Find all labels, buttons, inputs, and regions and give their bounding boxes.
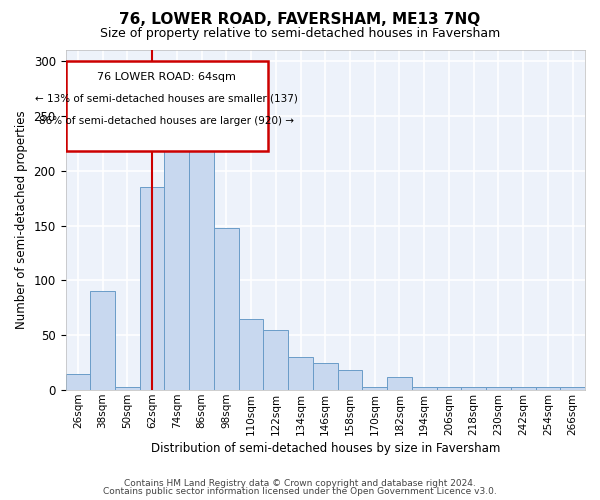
Bar [65, 374, 90, 390]
Text: ← 13% of semi-detached houses are smaller (137): ← 13% of semi-detached houses are smalle… [35, 94, 298, 104]
Bar [461, 387, 486, 390]
Text: 76, LOWER ROAD, FAVERSHAM, ME13 7NQ: 76, LOWER ROAD, FAVERSHAM, ME13 7NQ [119, 12, 481, 28]
Bar [189, 149, 214, 390]
Bar [338, 370, 362, 390]
Bar [90, 292, 115, 390]
Text: Size of property relative to semi-detached houses in Faversham: Size of property relative to semi-detach… [100, 28, 500, 40]
Bar [387, 377, 412, 390]
Bar [511, 387, 536, 390]
Bar [560, 387, 585, 390]
Bar [263, 330, 288, 390]
Bar [65, 61, 268, 151]
X-axis label: Distribution of semi-detached houses by size in Faversham: Distribution of semi-detached houses by … [151, 442, 500, 455]
Text: Contains public sector information licensed under the Open Government Licence v3: Contains public sector information licen… [103, 487, 497, 496]
Bar [536, 387, 560, 390]
Bar [115, 387, 140, 390]
Bar [437, 387, 461, 390]
Bar [140, 187, 164, 390]
Bar [313, 362, 338, 390]
Text: Contains HM Land Registry data © Crown copyright and database right 2024.: Contains HM Land Registry data © Crown c… [124, 478, 476, 488]
Text: 76 LOWER ROAD: 64sqm: 76 LOWER ROAD: 64sqm [97, 72, 236, 82]
Text: 86% of semi-detached houses are larger (920) →: 86% of semi-detached houses are larger (… [39, 116, 294, 126]
Bar [486, 387, 511, 390]
Bar [412, 387, 437, 390]
Bar [214, 228, 239, 390]
Y-axis label: Number of semi-detached properties: Number of semi-detached properties [15, 111, 28, 330]
Bar [288, 357, 313, 390]
Bar [239, 319, 263, 390]
Bar [362, 387, 387, 390]
Bar [164, 132, 189, 390]
